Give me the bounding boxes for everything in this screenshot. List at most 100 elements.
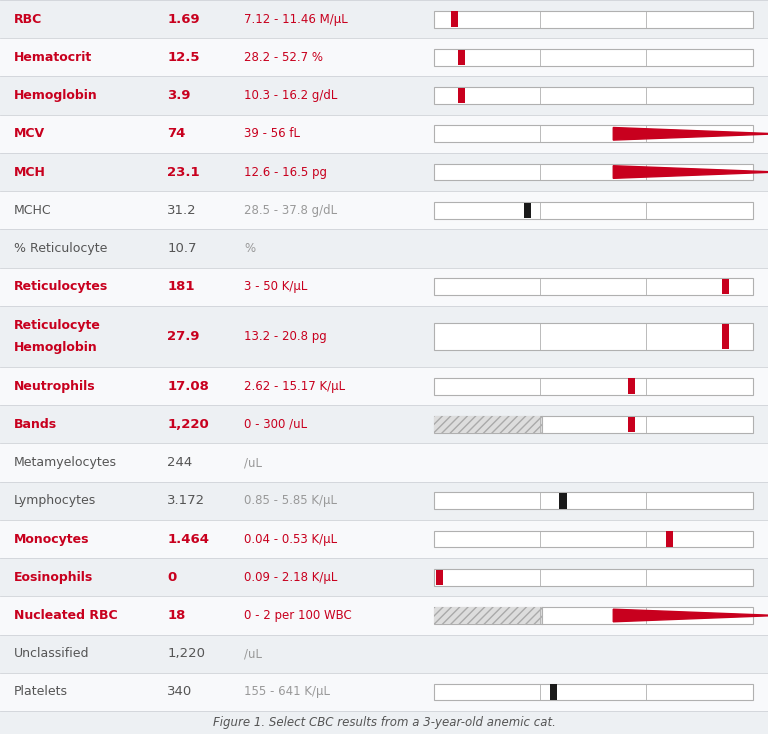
Bar [0,596,768,635]
Bar [434,493,753,509]
Bar [0,191,768,229]
Text: RBC: RBC [14,12,42,26]
Text: % Reticulocyte: % Reticulocyte [14,242,108,255]
Bar [434,683,753,700]
Bar [560,493,567,509]
Bar [436,570,443,585]
Text: Platelets: Platelets [14,686,68,699]
Bar [628,379,635,394]
Text: 27.9: 27.9 [167,330,200,343]
Text: 1,220: 1,220 [167,647,205,660]
Text: 0 - 2 per 100 WBC: 0 - 2 per 100 WBC [244,609,352,622]
Bar [0,76,768,115]
Text: 155 - 641 K/μL: 155 - 641 K/μL [244,686,330,699]
Text: MCHC: MCHC [14,204,51,217]
Bar [434,416,542,433]
Text: MCV: MCV [14,127,45,140]
Text: 10.7: 10.7 [167,242,197,255]
Text: 12.5: 12.5 [167,51,200,64]
Bar [0,405,768,443]
Text: 31.2: 31.2 [167,204,197,217]
Bar [434,416,753,433]
Bar [0,482,768,520]
Text: 244: 244 [167,456,193,469]
Bar [434,126,753,142]
Text: Monocytes: Monocytes [14,533,89,545]
Bar [0,520,768,558]
Bar [434,531,753,548]
Bar [722,279,729,294]
Text: Eosinophils: Eosinophils [14,571,93,584]
Bar [451,11,458,27]
Bar [0,229,768,268]
Text: Nucleated RBC: Nucleated RBC [14,609,118,622]
Text: Metamyelocytes: Metamyelocytes [14,456,117,469]
Text: %: % [244,242,255,255]
Bar [434,607,542,624]
Text: 0.09 - 2.18 K/μL: 0.09 - 2.18 K/μL [244,571,338,584]
Text: Bands: Bands [14,418,57,431]
Text: Reticulocyte: Reticulocyte [14,319,101,332]
Text: 1.69: 1.69 [167,12,200,26]
Text: 23.1: 23.1 [167,166,200,178]
Bar [722,324,729,349]
Bar [0,115,768,153]
Text: 39 - 56 fL: 39 - 56 fL [244,127,300,140]
Text: 3.9: 3.9 [167,89,191,102]
Bar [628,417,635,432]
Bar [0,306,768,367]
Bar [434,569,753,586]
Polygon shape [613,166,768,178]
Bar [434,607,753,624]
Text: 2.62 - 15.17 K/μL: 2.62 - 15.17 K/μL [244,379,346,393]
Bar [0,558,768,596]
Text: /uL: /uL [244,647,262,660]
Text: /uL: /uL [244,456,262,469]
Text: Neutrophils: Neutrophils [14,379,95,393]
Text: 3.172: 3.172 [167,494,206,507]
Bar [434,164,753,181]
Bar [434,49,753,66]
Text: 181: 181 [167,280,195,293]
Text: 28.5 - 37.8 g/dL: 28.5 - 37.8 g/dL [244,204,337,217]
Bar [434,202,753,219]
Polygon shape [613,609,768,622]
Text: 1.464: 1.464 [167,533,210,545]
Bar [458,88,465,103]
Text: Reticulocytes: Reticulocytes [14,280,108,293]
Bar [434,11,753,27]
Bar [525,203,531,218]
Text: Hemoglobin: Hemoglobin [14,89,98,102]
Text: 12.6 - 16.5 pg: 12.6 - 16.5 pg [244,166,327,178]
Bar [0,367,768,405]
Text: Figure 1. Select CBC results from a 3-year-old anemic cat.: Figure 1. Select CBC results from a 3-ye… [213,716,555,729]
Text: 0 - 300 /uL: 0 - 300 /uL [244,418,307,431]
Bar [0,268,768,306]
Text: Hemoglobin: Hemoglobin [14,341,98,354]
Text: 74: 74 [167,127,186,140]
Text: MCH: MCH [14,166,46,178]
Bar [0,635,768,673]
Bar [434,278,753,295]
Text: 1,220: 1,220 [167,418,209,431]
Bar [458,50,465,65]
Text: 0.04 - 0.53 K/μL: 0.04 - 0.53 K/μL [244,533,337,545]
Text: Hematocrit: Hematocrit [14,51,92,64]
Text: 3 - 50 K/μL: 3 - 50 K/μL [244,280,308,293]
Bar [0,38,768,76]
Text: 10.3 - 16.2 g/dL: 10.3 - 16.2 g/dL [244,89,338,102]
Bar [0,153,768,191]
Text: Lymphocytes: Lymphocytes [14,494,96,507]
Text: 18: 18 [167,609,186,622]
Bar [0,0,768,38]
Text: 340: 340 [167,686,193,699]
Text: 13.2 - 20.8 pg: 13.2 - 20.8 pg [244,330,327,343]
Text: Unclassified: Unclassified [14,647,89,660]
Text: 0.85 - 5.85 K/μL: 0.85 - 5.85 K/μL [244,494,337,507]
Text: 28.2 - 52.7 %: 28.2 - 52.7 % [244,51,323,64]
Text: 7.12 - 11.46 M/μL: 7.12 - 11.46 M/μL [244,12,348,26]
Bar [434,323,753,350]
Bar [434,378,753,394]
Bar [667,531,674,547]
Bar [434,87,753,104]
